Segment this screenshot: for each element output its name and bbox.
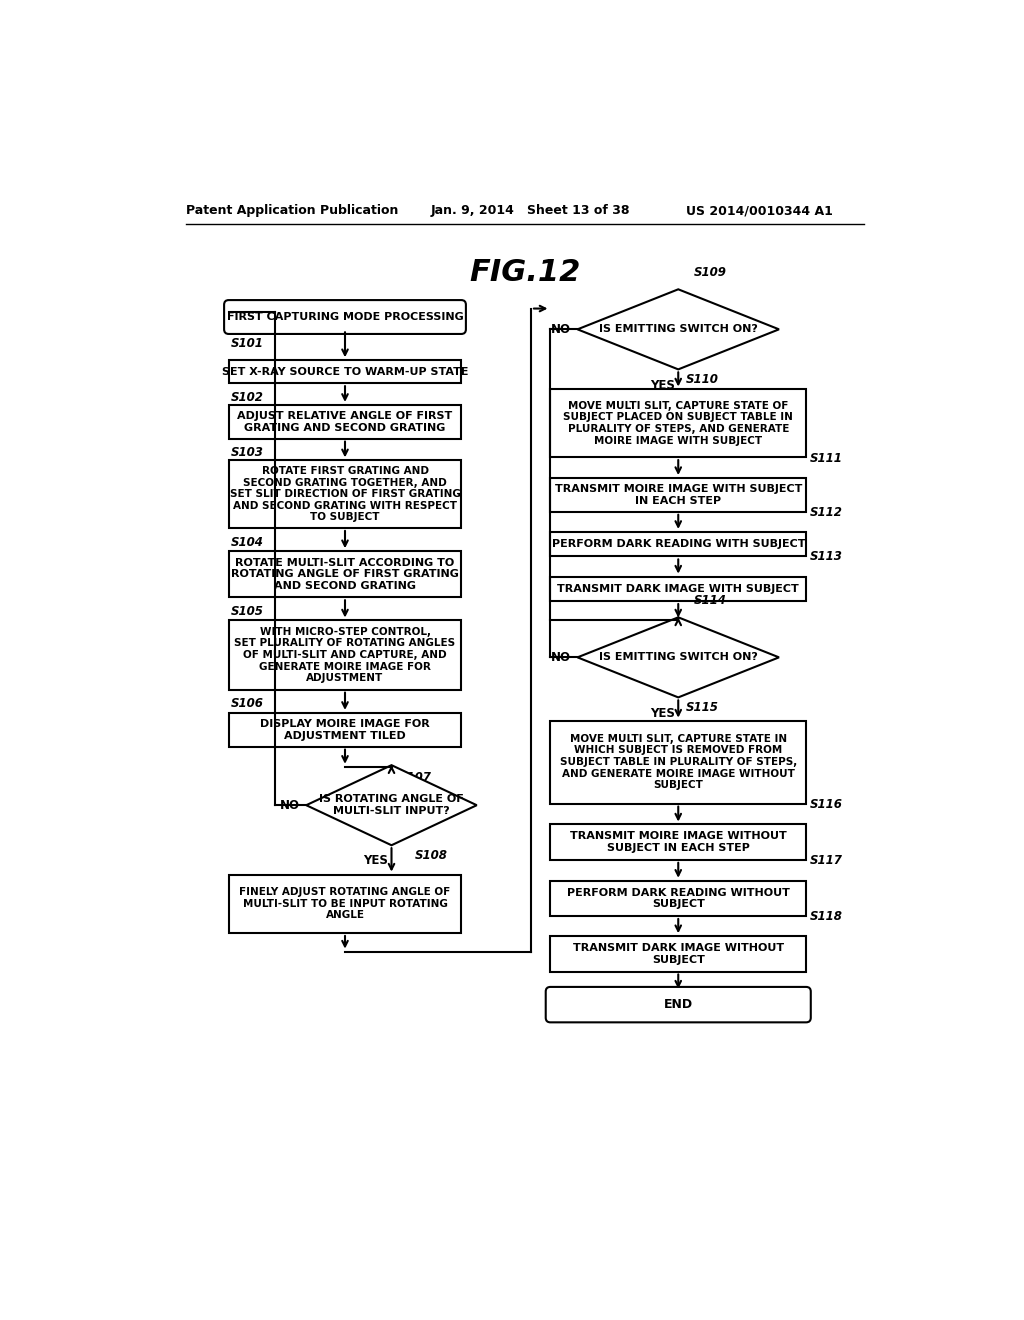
Bar <box>550 389 806 457</box>
Text: S106: S106 <box>231 697 264 710</box>
Text: ROTATE FIRST GRATING AND
SECOND GRATING TOGETHER, AND
SET SLIT DIRECTION OF FIRS: ROTATE FIRST GRATING AND SECOND GRATING … <box>229 466 461 523</box>
Text: Jan. 9, 2014   Sheet 13 of 38: Jan. 9, 2014 Sheet 13 of 38 <box>430 205 630 218</box>
Text: IS EMITTING SWITCH ON?: IS EMITTING SWITCH ON? <box>599 325 758 334</box>
Bar <box>550 721 806 804</box>
Bar <box>228 620 461 689</box>
Text: SET X-RAY SOURCE TO WARM-UP STATE: SET X-RAY SOURCE TO WARM-UP STATE <box>222 367 468 376</box>
Text: NO: NO <box>280 799 300 812</box>
Text: S116: S116 <box>810 799 843 812</box>
Text: S102: S102 <box>231 391 264 404</box>
Text: YES: YES <box>650 706 675 719</box>
Polygon shape <box>578 618 779 697</box>
Text: ROTATE MULTI-SLIT ACCORDING TO
ROTATING ANGLE OF FIRST GRATING
AND SECOND GRATIN: ROTATE MULTI-SLIT ACCORDING TO ROTATING … <box>231 557 459 591</box>
Bar <box>550 825 806 859</box>
Text: TRANSMIT MOIRE IMAGE WITHOUT
SUBJECT IN EACH STEP: TRANSMIT MOIRE IMAGE WITHOUT SUBJECT IN … <box>570 832 786 853</box>
Bar <box>550 532 806 557</box>
Polygon shape <box>306 766 477 845</box>
Text: S113: S113 <box>810 550 843 564</box>
Text: IS EMITTING SWITCH ON?: IS EMITTING SWITCH ON? <box>599 652 758 663</box>
Text: IS ROTATING ANGLE OF
MULTI-SLIT INPUT?: IS ROTATING ANGLE OF MULTI-SLIT INPUT? <box>319 795 464 816</box>
Text: MOVE MULTI SLIT, CAPTURE STATE IN
WHICH SUBJECT IS REMOVED FROM
SUBJECT TABLE IN: MOVE MULTI SLIT, CAPTURE STATE IN WHICH … <box>560 734 797 791</box>
Text: S111: S111 <box>810 451 843 465</box>
Bar <box>550 577 806 601</box>
Text: PERFORM DARK READING WITH SUBJECT: PERFORM DARK READING WITH SUBJECT <box>552 539 805 549</box>
Text: FIG.12: FIG.12 <box>469 257 581 286</box>
Text: S101: S101 <box>231 337 264 350</box>
Text: S108: S108 <box>415 849 447 862</box>
Text: NO: NO <box>551 323 571 335</box>
Text: YES: YES <box>364 854 388 867</box>
Text: PERFORM DARK READING WITHOUT
SUBJECT: PERFORM DARK READING WITHOUT SUBJECT <box>567 887 790 909</box>
Text: S112: S112 <box>810 506 843 519</box>
Text: ADJUST RELATIVE ANGLE OF FIRST
GRATING AND SECOND GRATING: ADJUST RELATIVE ANGLE OF FIRST GRATING A… <box>238 411 453 433</box>
Text: Patent Application Publication: Patent Application Publication <box>186 205 398 218</box>
Text: S105: S105 <box>231 605 264 618</box>
Bar <box>550 880 806 916</box>
Text: TRANSMIT MOIRE IMAGE WITH SUBJECT
IN EACH STEP: TRANSMIT MOIRE IMAGE WITH SUBJECT IN EAC… <box>555 484 802 506</box>
FancyBboxPatch shape <box>224 300 466 334</box>
Text: S114: S114 <box>693 594 727 607</box>
Bar <box>228 713 461 747</box>
Text: S117: S117 <box>810 854 843 867</box>
Text: S107: S107 <box>399 771 432 784</box>
Text: YES: YES <box>650 379 675 392</box>
Text: DISPLAY MOIRE IMAGE FOR
ADJUSTMENT TILED: DISPLAY MOIRE IMAGE FOR ADJUSTMENT TILED <box>260 719 430 741</box>
Text: FIRST CAPTURING MODE PROCESSING: FIRST CAPTURING MODE PROCESSING <box>226 312 464 322</box>
Text: S118: S118 <box>810 909 843 923</box>
Text: S110: S110 <box>686 374 719 387</box>
Bar <box>228 405 461 438</box>
Text: S104: S104 <box>231 536 264 549</box>
Bar <box>228 874 461 933</box>
Text: NO: NO <box>551 651 571 664</box>
Text: S115: S115 <box>686 701 719 714</box>
Text: WITH MICRO-STEP CONTROL,
SET PLURALITY OF ROTATING ANGLES
OF MULTI-SLIT AND CAPT: WITH MICRO-STEP CONTROL, SET PLURALITY O… <box>234 627 456 684</box>
Text: TRANSMIT DARK IMAGE WITH SUBJECT: TRANSMIT DARK IMAGE WITH SUBJECT <box>557 583 799 594</box>
Text: MOVE MULTI SLIT, CAPTURE STATE OF
SUBJECT PLACED ON SUBJECT TABLE IN
PLURALITY O: MOVE MULTI SLIT, CAPTURE STATE OF SUBJEC… <box>563 401 794 446</box>
Bar <box>228 461 461 528</box>
Text: FINELY ADJUST ROTATING ANGLE OF
MULTI-SLIT TO BE INPUT ROTATING
ANGLE: FINELY ADJUST ROTATING ANGLE OF MULTI-SL… <box>240 887 451 920</box>
Polygon shape <box>578 289 779 370</box>
Text: TRANSMIT DARK IMAGE WITHOUT
SUBJECT: TRANSMIT DARK IMAGE WITHOUT SUBJECT <box>572 942 783 965</box>
Text: US 2014/0010344 A1: US 2014/0010344 A1 <box>686 205 833 218</box>
Bar <box>550 936 806 972</box>
Bar <box>228 552 461 597</box>
Bar <box>550 478 806 512</box>
Text: S109: S109 <box>693 265 727 279</box>
Text: END: END <box>664 998 693 1011</box>
Text: S103: S103 <box>231 446 264 459</box>
FancyBboxPatch shape <box>546 987 811 1022</box>
Bar <box>228 360 461 383</box>
